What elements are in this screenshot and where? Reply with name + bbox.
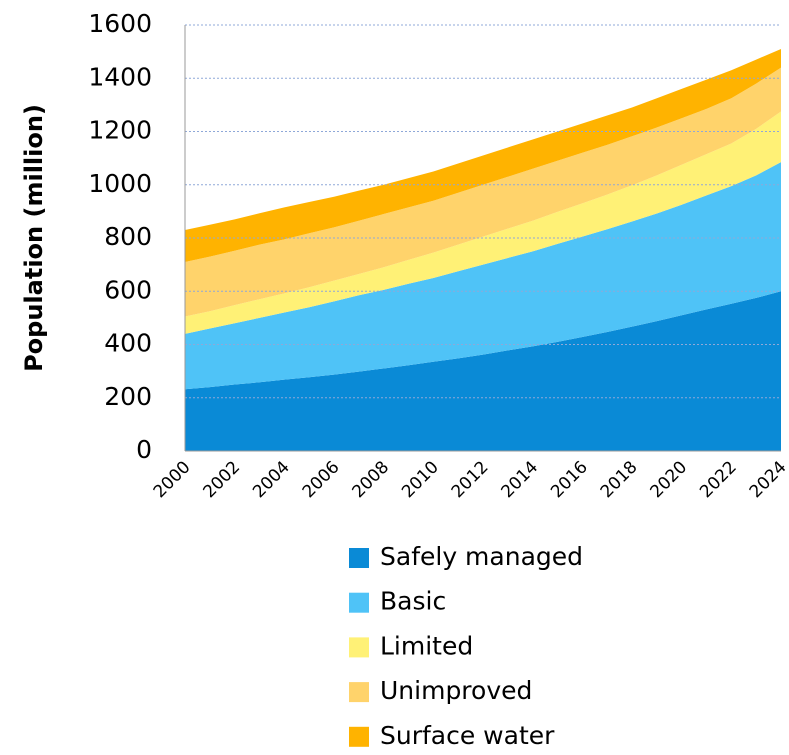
x-tick-label: 2022	[696, 457, 741, 502]
x-tick-label: 2020	[646, 457, 691, 502]
x-tick-label: 2000	[150, 457, 195, 502]
y-tick-label: 600	[104, 275, 152, 304]
x-tick-label: 2024	[746, 457, 789, 502]
y-axis-label: Population (million)	[20, 104, 48, 372]
x-tick-label: 2012	[448, 457, 493, 502]
area	[185, 111, 781, 334]
y-tick-label: 800	[104, 222, 152, 251]
legend-label: Safely managed	[380, 542, 583, 571]
legend-swatch	[349, 726, 369, 747]
legend-swatch	[349, 637, 369, 658]
y-tick-label: 1600	[88, 9, 152, 38]
x-tick-label: 2016	[547, 457, 592, 502]
x-tick-label: 2004	[249, 457, 294, 502]
legend-label: Surface water	[380, 721, 555, 750]
legend-label: Unimproved	[380, 676, 532, 705]
y-tick-label: 1400	[88, 62, 152, 91]
legend-label: Basic	[380, 587, 446, 616]
area	[185, 162, 781, 390]
x-tick-label: 2006	[299, 457, 344, 502]
y-tick-label: 1200	[88, 116, 152, 145]
x-tick-label: 2002	[199, 457, 244, 502]
x-tick-label: 2018	[597, 457, 642, 502]
y-tick-label: 200	[104, 382, 152, 411]
legend-label: Limited	[380, 631, 473, 660]
legend-swatch	[349, 592, 369, 613]
area	[185, 67, 781, 317]
y-tick-label: 1000	[88, 169, 152, 198]
y-tick-label: 0	[136, 435, 152, 464]
x-tick-label: 2008	[348, 457, 393, 502]
y-tick-label: 400	[104, 329, 152, 358]
legend-swatch	[349, 548, 369, 568]
legend-swatch	[349, 682, 369, 703]
area	[185, 291, 781, 451]
area	[185, 48, 781, 262]
x-tick-label: 2010	[398, 457, 443, 502]
x-tick-label: 2014	[497, 457, 542, 502]
